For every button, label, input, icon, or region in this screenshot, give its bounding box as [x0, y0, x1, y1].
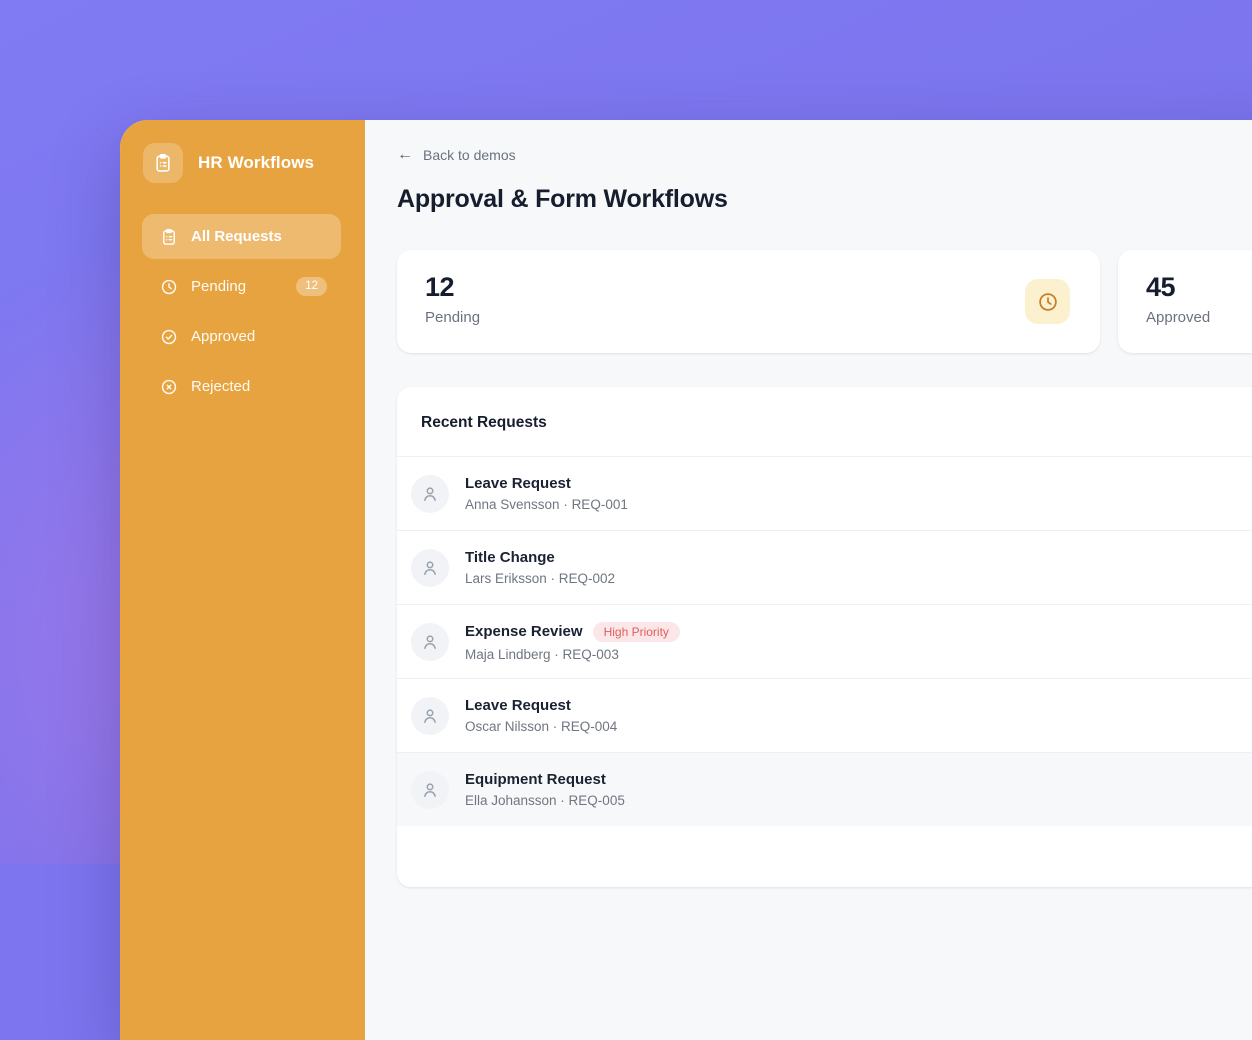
request-subtitle: Lars Eriksson · REQ-002 — [465, 571, 616, 586]
request-title: Equipment Request — [465, 771, 606, 788]
stat-card-pending: 12 Pending — [397, 250, 1100, 353]
back-link[interactable]: ← Back to demos — [397, 146, 516, 164]
sidebar-item-rejected[interactable]: Rejected — [142, 364, 341, 409]
request-row[interactable]: Title Change Lars Eriksson · REQ-002 — [397, 530, 1252, 604]
main-content: ← Back to demos Approval & Form Workflow… — [365, 120, 1252, 1040]
request-row[interactable]: Leave Request Anna Svensson · REQ-001 — [397, 456, 1252, 530]
pending-count: 12 — [425, 272, 455, 302]
recent-requests-card: Recent Requests Leave Request Anna Svens… — [397, 387, 1252, 887]
recent-requests-title: Recent Requests — [421, 414, 547, 431]
sidebar-nav: All Requests Pending 12 Approved Rejecte… — [142, 214, 341, 409]
approved-count: 45 — [1146, 272, 1176, 302]
stat-card-approved: 45 Approved — [1118, 250, 1252, 353]
clipboard-icon — [143, 143, 183, 183]
clock-icon — [1025, 279, 1070, 324]
request-subtitle: Ella Johansson · REQ-005 — [465, 793, 625, 808]
x-circle-icon — [160, 378, 178, 396]
back-link-label: Back to demos — [423, 147, 516, 163]
clock-icon — [160, 278, 178, 296]
person-icon — [411, 696, 449, 735]
clipboard-icon — [160, 228, 178, 246]
app-title: HR Workflows — [198, 153, 315, 172]
pending-label: Pending — [425, 309, 481, 326]
page-title: Approval & Form Workflows — [397, 185, 728, 213]
request-row[interactable]: Leave Request Oscar Nilsson · REQ-004 — [397, 678, 1252, 752]
arrow-left-icon: ← — [397, 146, 413, 163]
count-badge: 12 — [296, 276, 327, 297]
app-window: HR Workflows All Requests Pending 12 App… — [120, 120, 1252, 1040]
sidebar: HR Workflows All Requests Pending 12 App… — [120, 120, 365, 1040]
person-icon — [411, 474, 449, 513]
request-title: Leave Request — [465, 697, 571, 714]
high-priority-badge: High Priority — [592, 621, 680, 642]
person-icon — [411, 770, 449, 809]
sidebar-item-approved[interactable]: Approved — [142, 314, 341, 359]
approved-label: Approved — [1146, 309, 1211, 326]
person-icon — [411, 548, 449, 587]
request-row[interactable]: Expense Review High Priority Maja Lindbe… — [397, 604, 1252, 678]
request-row[interactable]: Equipment Request Ella Johansson · REQ-0… — [397, 752, 1252, 826]
sidebar-item-pending[interactable]: Pending 12 — [142, 264, 341, 309]
person-icon — [411, 622, 449, 661]
request-title: Title Change — [465, 549, 555, 566]
request-title: Expense Review — [465, 623, 583, 640]
sidebar-header: HR Workflows — [142, 143, 341, 183]
request-subtitle: Maja Lindberg · REQ-003 — [465, 646, 619, 662]
request-list: Leave Request Anna Svensson · REQ-001 Ti… — [397, 456, 1252, 826]
check-circle-icon — [160, 328, 178, 346]
sidebar-item-all-requests[interactable]: All Requests — [142, 214, 341, 259]
request-title: Leave Request — [465, 475, 571, 492]
request-subtitle: Oscar Nilsson · REQ-004 — [465, 719, 618, 734]
request-subtitle: Anna Svensson · REQ-001 — [465, 497, 628, 512]
stats-row: 12 Pending 45 Approved — [397, 250, 1252, 353]
